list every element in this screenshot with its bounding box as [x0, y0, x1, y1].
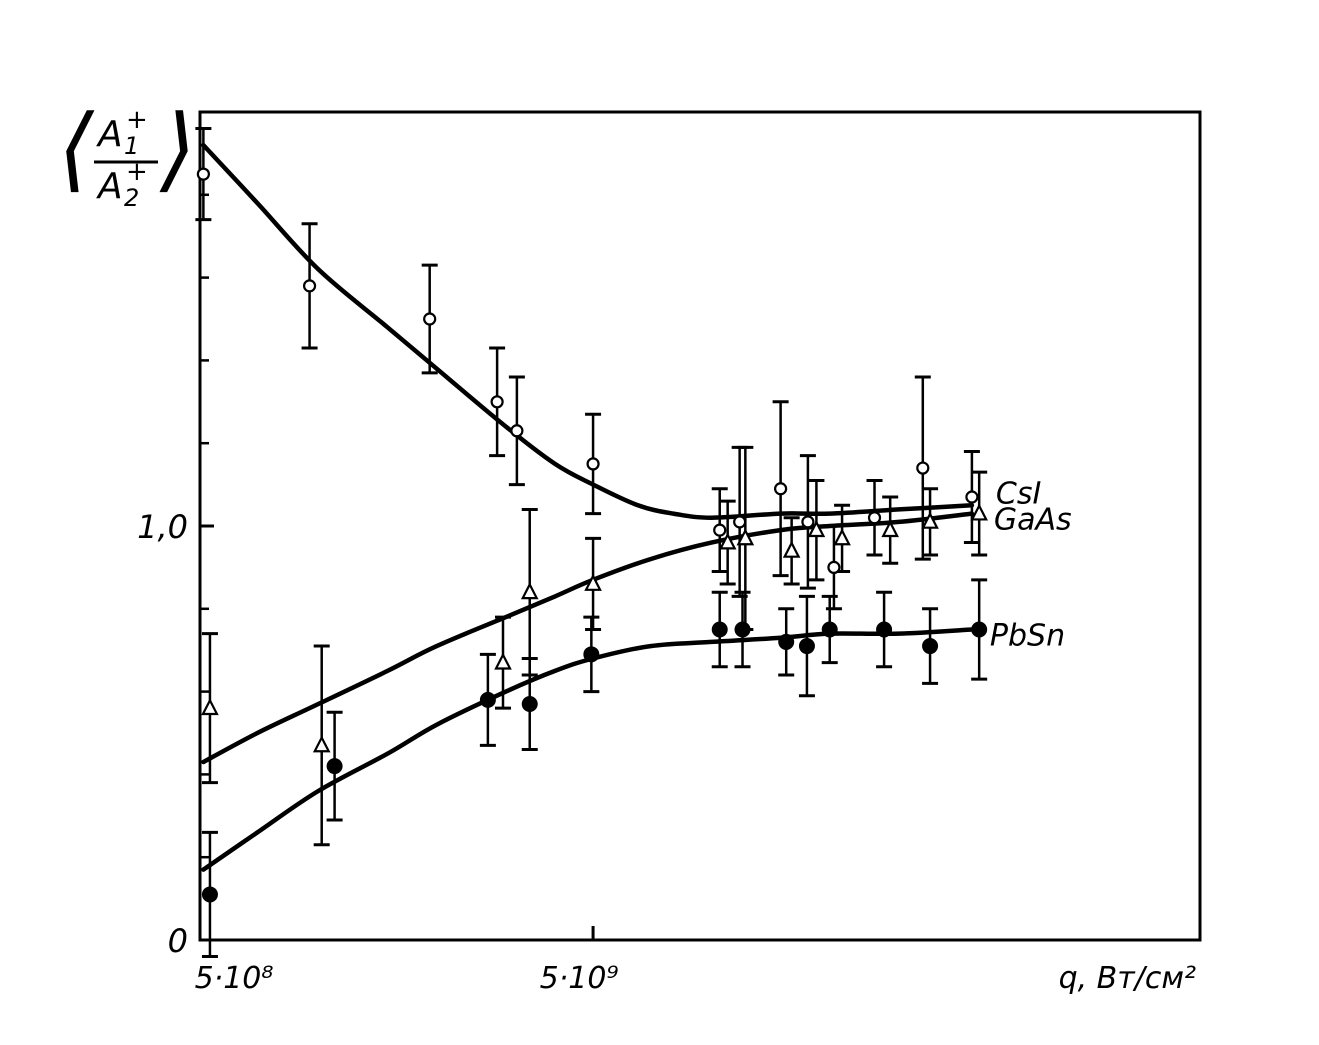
y-label-denominator-sub: 2	[124, 184, 139, 212]
y-label-numerator: A	[96, 114, 123, 155]
fit-curve-gaas	[201, 511, 975, 765]
point-pbsn	[711, 621, 728, 638]
point-csi	[713, 523, 727, 537]
point-csi	[827, 560, 841, 575]
point-pbsn	[201, 886, 218, 903]
point-csi	[733, 515, 747, 529]
point-gaas	[201, 697, 219, 716]
x-axis-label: q, Вт/см²	[1059, 961, 1196, 996]
y-label-denominator: A	[96, 166, 123, 207]
point-gaas	[520, 582, 539, 600]
point-gaas	[921, 511, 939, 529]
point-gaas	[782, 540, 801, 558]
y-tick-label: 1,0	[137, 508, 188, 546]
point-csi	[586, 457, 600, 471]
point-pbsn	[876, 621, 893, 638]
point-csi	[867, 511, 882, 525]
point-csi	[965, 490, 979, 504]
point-pbsn	[583, 646, 600, 663]
point-csi	[490, 395, 504, 409]
point-gaas	[584, 573, 602, 591]
point-gaas	[881, 519, 899, 538]
y-label-right-bracket: ⟩	[159, 95, 196, 202]
point-csi	[916, 461, 930, 475]
point-pbsn	[922, 638, 939, 655]
point-csi	[510, 424, 524, 438]
point-csi	[423, 312, 437, 326]
y-label-denominator-sup: +	[126, 157, 148, 187]
series-label-csi: CsI	[996, 476, 1042, 511]
point-pbsn	[734, 621, 751, 638]
point-gaas	[718, 532, 737, 550]
point-gaas	[312, 735, 331, 753]
series-label-gaas: GaAs	[994, 503, 1072, 538]
point-csi	[801, 515, 815, 529]
point-pbsn	[971, 621, 988, 638]
x-tick-label: 5·10⁹	[540, 961, 619, 996]
point-pbsn	[326, 758, 343, 775]
error-bars	[195, 127, 988, 959]
point-gaas	[736, 528, 755, 546]
series-label-pbsn: PbSn	[990, 619, 1065, 654]
data-markers	[196, 167, 988, 903]
point-pbsn	[521, 696, 538, 713]
point-pbsn	[821, 621, 838, 638]
point-gaas	[807, 519, 826, 538]
point-pbsn	[798, 638, 815, 655]
point-csi	[302, 279, 317, 293]
point-pbsn	[479, 691, 496, 708]
y-tick-label: 0	[168, 922, 188, 960]
x-axis-ticks: 5·10⁸ 5·10⁹	[195, 926, 619, 996]
point-gaas	[833, 528, 851, 546]
y-label-left-bracket: ⟨	[58, 95, 95, 202]
point-pbsn	[778, 633, 795, 650]
point-csi	[774, 482, 788, 496]
y-axis-ticks: 01,0	[137, 508, 214, 960]
point-gaas	[494, 652, 512, 670]
x-tick-label: 5·10⁸	[195, 961, 274, 996]
point-csi	[196, 167, 210, 181]
fit-curves	[201, 142, 975, 872]
y-label-numerator-sup: +	[126, 105, 148, 135]
y-label-numerator-sub: 1	[124, 132, 139, 160]
point-gaas	[970, 503, 988, 521]
y-axis-label: ⟨ A 1 + A 2 + ⟩	[58, 95, 196, 212]
